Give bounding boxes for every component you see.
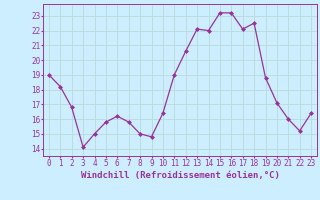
X-axis label: Windchill (Refroidissement éolien,°C): Windchill (Refroidissement éolien,°C) xyxy=(81,171,279,180)
